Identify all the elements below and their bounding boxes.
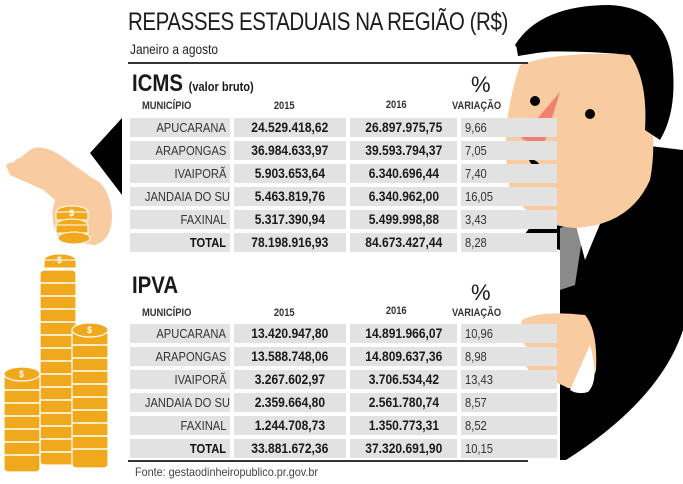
- municipio-cell: APUCARANA: [130, 118, 230, 137]
- icms-title: ICMS: [132, 70, 183, 97]
- value-2016-cell: 26.897.975,75: [350, 118, 457, 137]
- municipio-cell: ARAPONGAS: [130, 347, 230, 366]
- icms-title-note: (valor bruto): [188, 79, 254, 94]
- value-2015-cell: 2.359.664,80: [234, 393, 346, 412]
- value-2015-cell: 33.881.672,36: [234, 439, 346, 458]
- value-2015-cell: 5.463.819,76: [234, 187, 346, 206]
- icms-header-2016: 2016: [385, 99, 407, 111]
- ipva-section-title: IPVA: [132, 272, 179, 299]
- icms-header-municipio: MUNICÍPIO: [142, 100, 192, 112]
- value-2015-cell: 5.903.653,64: [234, 164, 346, 183]
- ipva-pct-symbol: %: [471, 280, 491, 305]
- variacao-cell: 8,57: [461, 393, 557, 412]
- variacao-cell: 13,43: [461, 370, 557, 389]
- icms-section-title: ICMS (valor bruto): [132, 70, 254, 98]
- svg-text:$: $: [69, 208, 74, 218]
- value-2015-cell: 24.529.418,62: [234, 118, 346, 137]
- municipio-cell: FAXINAL: [130, 416, 230, 435]
- svg-text:$: $: [87, 325, 92, 335]
- variacao-cell: 10,96: [461, 324, 557, 343]
- chart-subtitle: Janeiro a agosto: [130, 41, 219, 57]
- value-2015-cell: 3.267.602,97: [234, 370, 346, 389]
- footer-divider: [128, 460, 528, 462]
- value-2016-cell: 37.320.691,90: [350, 439, 457, 458]
- municipio-cell: ARAPONGAS: [130, 141, 230, 160]
- municipio-cell: FAXINAL: [130, 210, 230, 229]
- municipio-cell: JANDAIA DO SUL: [130, 393, 230, 412]
- variacao-cell: 8,28: [461, 233, 557, 252]
- value-2016-cell: 14.891.966,07: [350, 324, 457, 343]
- value-2015-cell: 13.588.748,06: [234, 347, 346, 366]
- coins-illustration: $ $ $ $: [3, 147, 113, 473]
- municipio-cell: IVAIPORÃ: [130, 164, 230, 183]
- value-2016-cell: 6.340.962,00: [350, 187, 457, 206]
- variacao-cell: 7,05: [461, 141, 557, 160]
- value-2016-cell: 14.809.637,36: [350, 347, 457, 366]
- variacao-cell: 9,66: [461, 118, 557, 137]
- variacao-cell: 8,52: [461, 416, 557, 435]
- value-2016-cell: 1.350.773,31: [350, 416, 457, 435]
- variacao-cell: 10,15: [461, 439, 557, 458]
- municipio-cell: JANDAIA DO SUL: [130, 187, 230, 206]
- ipva-header-municipio: MUNICÍPIO: [142, 307, 192, 319]
- variacao-cell: 3,43: [461, 210, 557, 229]
- icms-pct-symbol: %: [471, 72, 491, 97]
- variacao-cell: 16,05: [461, 187, 557, 206]
- value-2015-cell: 5.317.390,94: [234, 210, 346, 229]
- municipio-cell: TOTAL: [130, 439, 230, 458]
- value-2015-cell: 78.198.916,93: [234, 233, 346, 252]
- value-2016-cell: 84.673.427,44: [350, 233, 457, 252]
- icms-header-2015: 2015: [273, 100, 295, 112]
- value-2016-cell: 39.593.794,37: [350, 141, 457, 160]
- ipva-header-2016: 2016: [385, 305, 407, 317]
- ipva-header-2015: 2015: [273, 307, 295, 319]
- variacao-cell: 8,98: [461, 347, 557, 366]
- municipio-cell: IVAIPORÃ: [130, 370, 230, 389]
- svg-text:$: $: [57, 255, 62, 265]
- value-2015-cell: 13.420.947,80: [234, 324, 346, 343]
- municipio-cell: TOTAL: [130, 233, 230, 252]
- value-2016-cell: 3.706.534,42: [350, 370, 457, 389]
- value-2016-cell: 2.561.780,74: [350, 393, 457, 412]
- icms-header-variacao: VARIAÇÃO: [452, 100, 502, 112]
- municipio-cell: APUCARANA: [130, 324, 230, 343]
- value-2015-cell: 1.244.708,73: [234, 416, 346, 435]
- value-2016-cell: 5.499.998,88: [350, 210, 457, 229]
- variacao-cell: 7,40: [461, 164, 557, 183]
- svg-text:$: $: [19, 369, 24, 379]
- ipva-header-variacao: VARIAÇÃO: [452, 307, 502, 319]
- chart-title: REPASSES ESTADUAIS NA REGIÃO (R$): [128, 8, 508, 36]
- value-2016-cell: 6.340.696,44: [350, 164, 457, 183]
- source-note: Fonte: gestaodinheiropublico.pr.gov.br: [135, 465, 318, 479]
- value-2015-cell: 36.984.633,97: [234, 141, 346, 160]
- header-divider: [128, 62, 528, 64]
